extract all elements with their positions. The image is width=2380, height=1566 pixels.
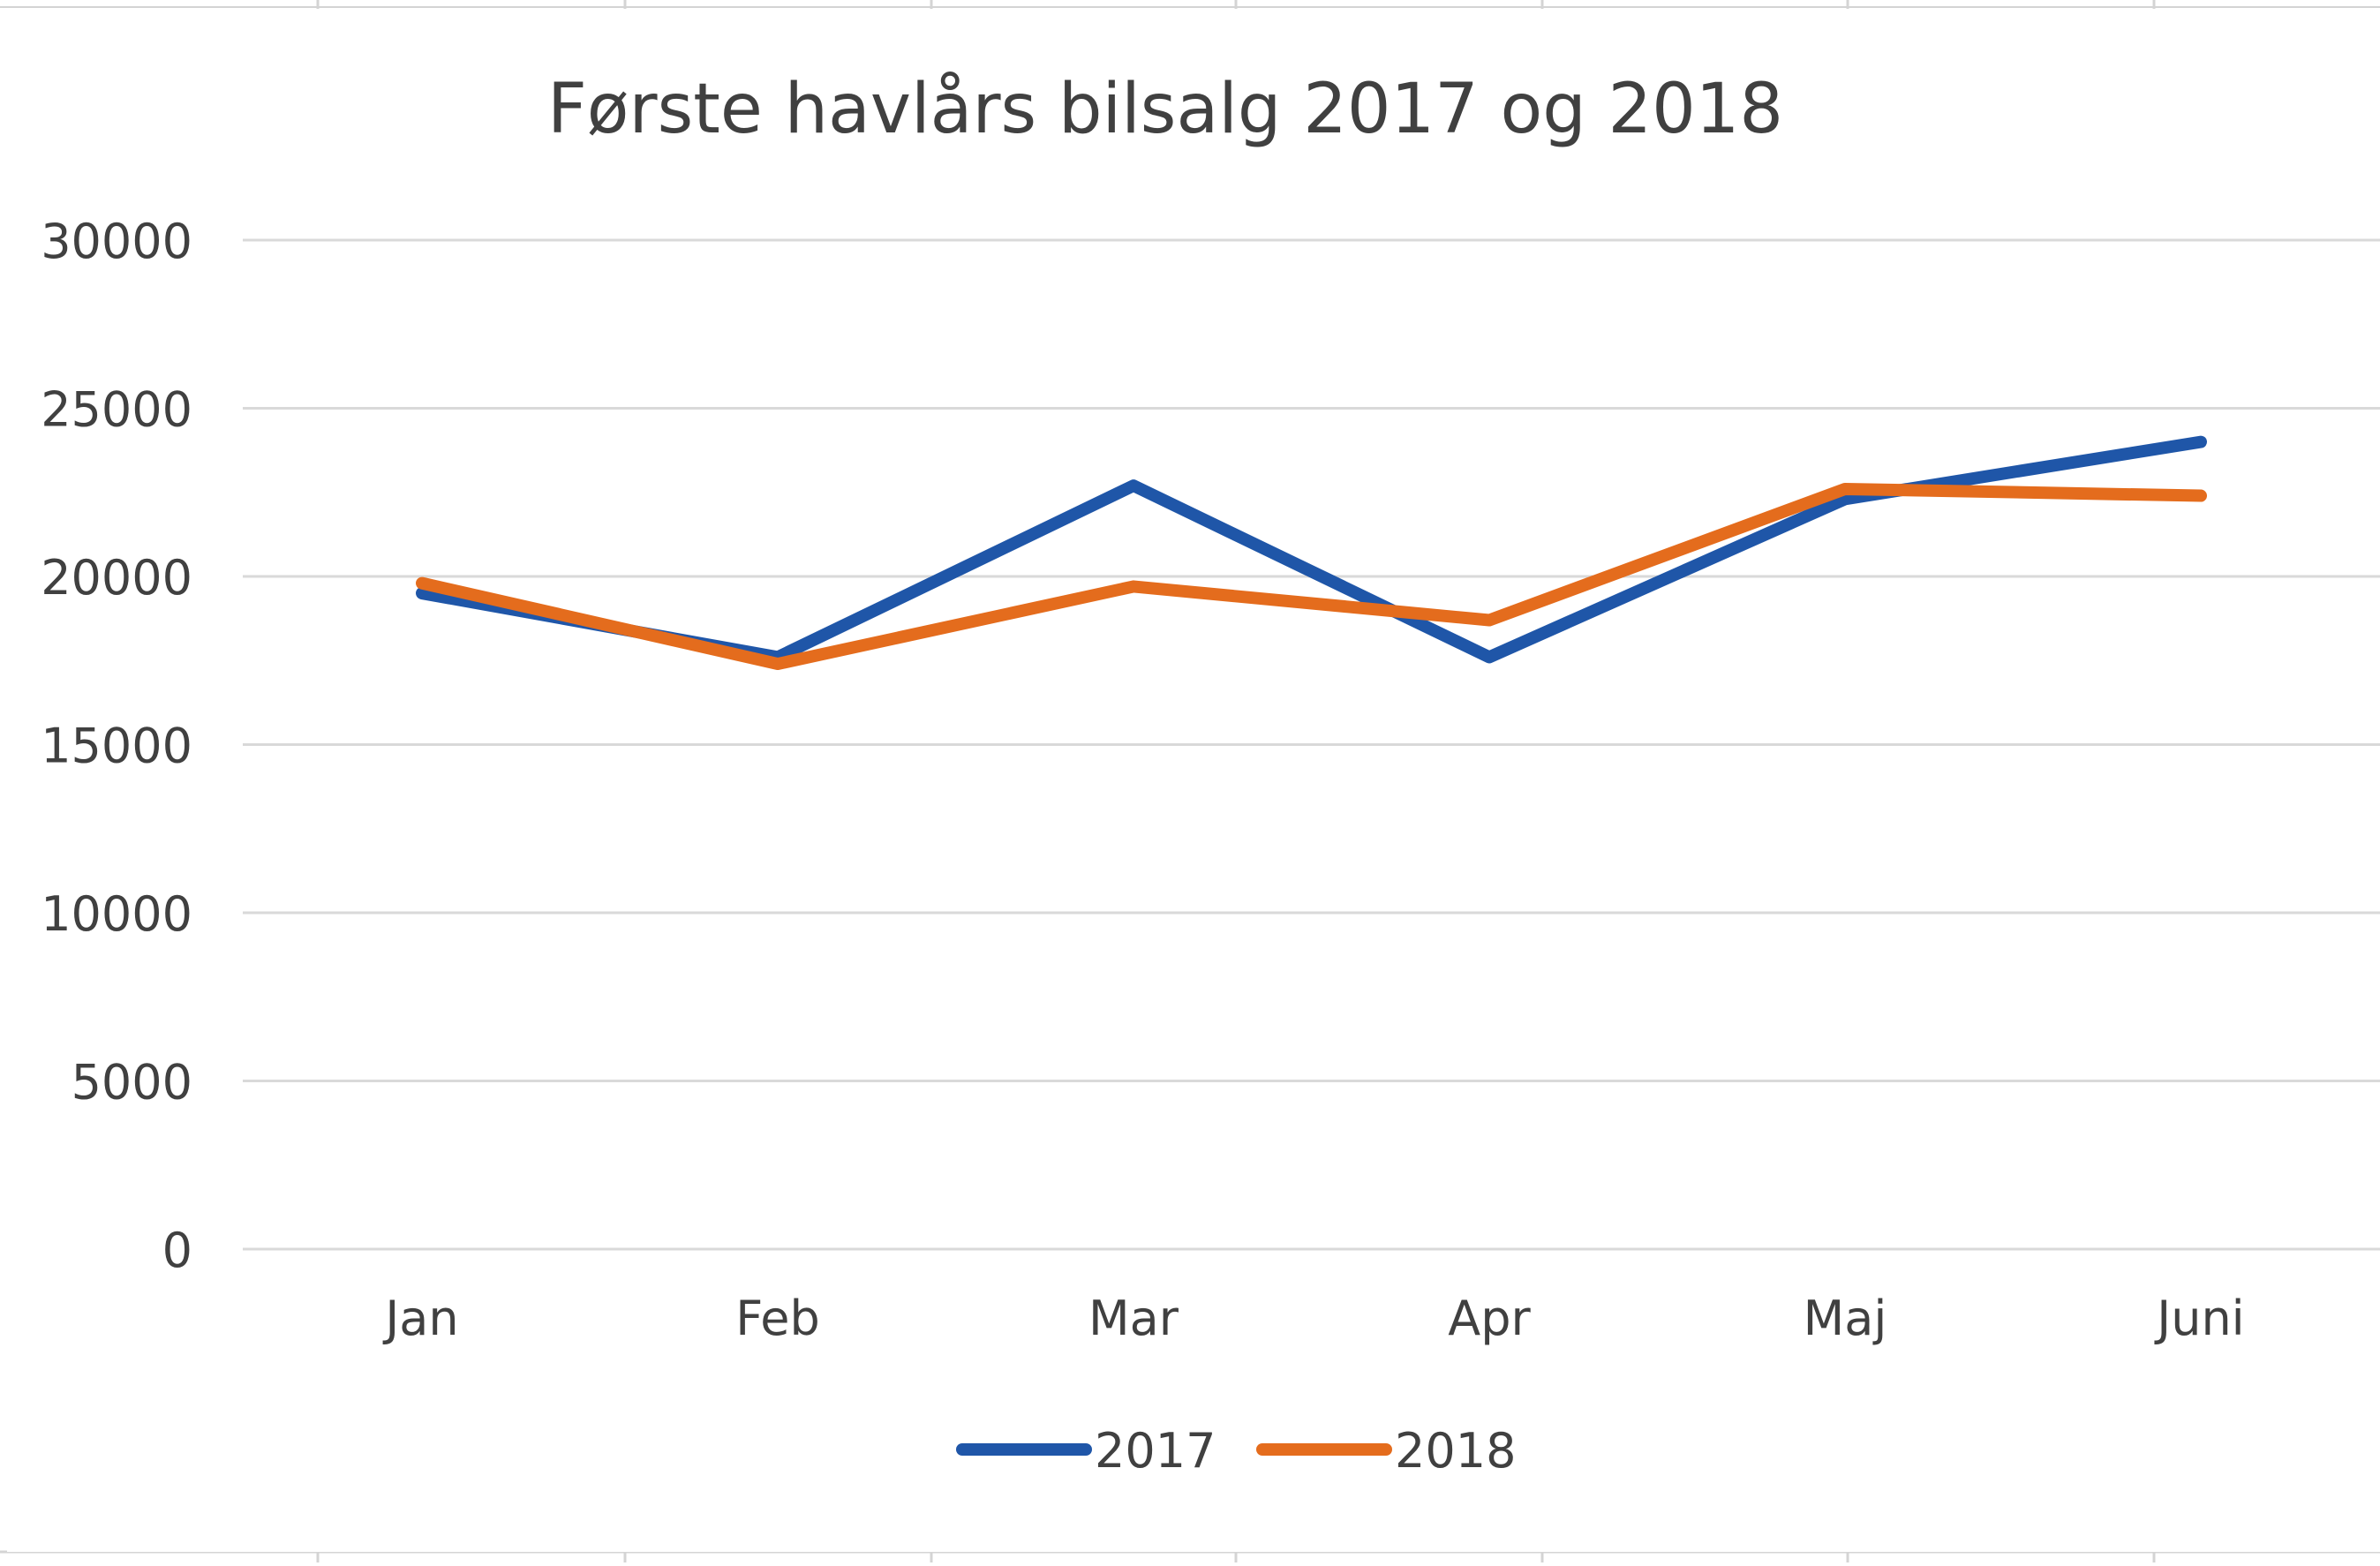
y-tick-label-5000: 5000: [72, 1055, 192, 1111]
x-tick-label-juni: Juni: [2154, 1291, 2244, 1346]
horizontal-gridlines: [243, 238, 2380, 1251]
y-axis-tick-labels: 0 5000 10000 15000 20000 25000 30000: [41, 214, 192, 1278]
y-tick-label-20000: 20000: [41, 550, 192, 606]
x-tick-label-apr: Apr: [1448, 1291, 1531, 1346]
y-tick-label-0: 0: [162, 1223, 192, 1278]
x-tick-label-maj: Maj: [1804, 1291, 1887, 1346]
y-tick-label-25000: 25000: [41, 382, 192, 438]
x-tick-label-mar: Mar: [1088, 1291, 1179, 1346]
x-tick-label-feb: Feb: [735, 1291, 820, 1346]
series-lines: [416, 435, 2207, 671]
chart-title: Første havlårs bilsalg 2017 og 2018: [547, 70, 1783, 149]
y-tick-label-30000: 30000: [41, 214, 192, 269]
legend[interactable]: 2017 2018: [956, 1423, 1516, 1479]
series-line-2018[interactable]: [416, 482, 2207, 671]
y-tick-label-10000: 10000: [41, 886, 192, 942]
x-axis-tick-labels: Jan Feb Mar Apr Maj Juni: [382, 1291, 2244, 1346]
y-tick-label-15000: 15000: [41, 719, 192, 774]
legend-label-2017[interactable]: 2017: [1095, 1423, 1216, 1479]
chart-area[interactable]: [7, 9, 2380, 1552]
x-tick-label-jan: Jan: [382, 1291, 458, 1346]
legend-label-2018[interactable]: 2018: [1395, 1423, 1516, 1479]
